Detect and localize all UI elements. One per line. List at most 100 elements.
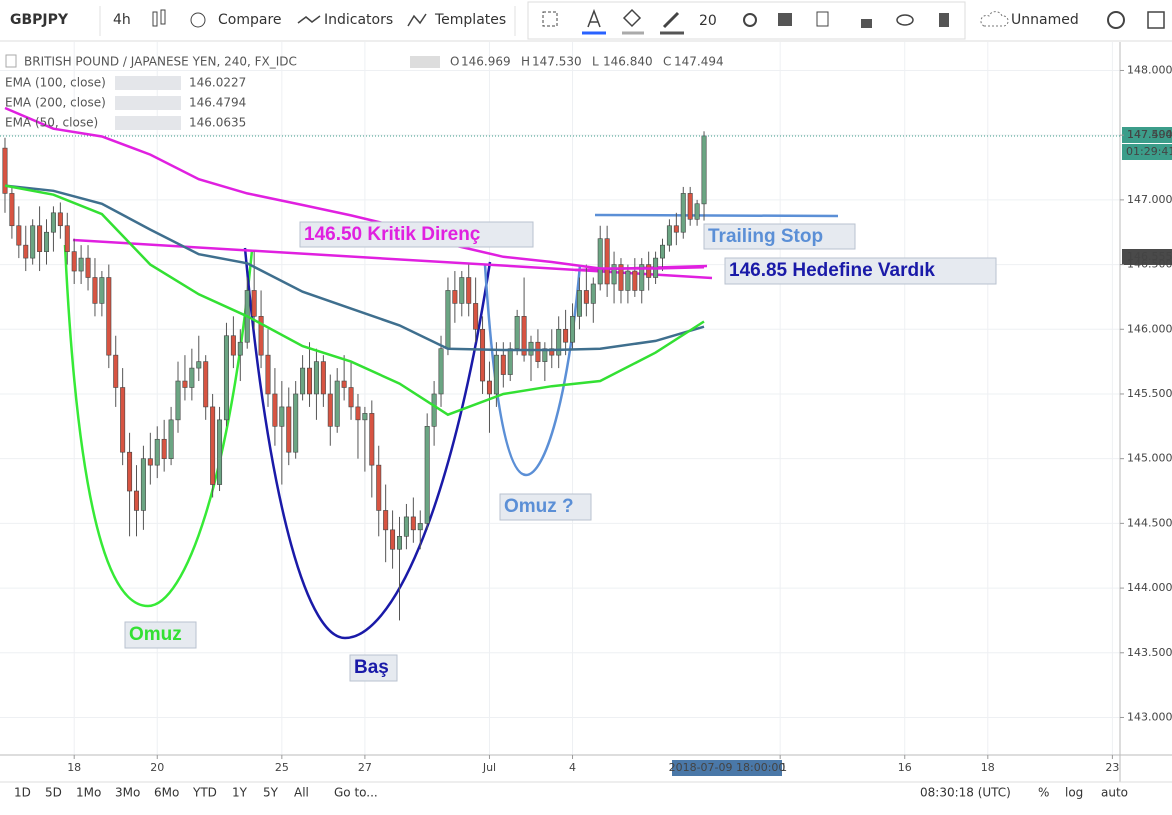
templates[interactable]: Templates <box>434 12 506 28</box>
candle-body <box>133 490 139 511</box>
compare[interactable]: Compare <box>218 12 282 28</box>
interval[interactable]: 4h <box>113 12 131 28</box>
candle-body <box>203 361 209 408</box>
templates-icon[interactable] <box>407 13 427 27</box>
candle-body <box>341 380 347 388</box>
candle-body <box>514 316 520 349</box>
candle-body <box>424 426 430 524</box>
indicator-buttons <box>115 116 181 130</box>
range-button[interactable]: 5Y <box>263 786 279 800</box>
compare-icon[interactable] <box>190 12 206 28</box>
range-button[interactable]: All <box>294 786 309 800</box>
candle-body <box>92 277 98 304</box>
fullscreen-icon[interactable] <box>1147 11 1165 29</box>
layer-icon[interactable] <box>778 13 792 26</box>
y-tick-label: 143.500 <box>1127 646 1172 659</box>
lock-icon[interactable] <box>861 19 872 28</box>
annotation-box <box>124 621 197 649</box>
select-icon[interactable] <box>542 11 558 27</box>
text-color-icon[interactable] <box>587 8 601 28</box>
candle-body <box>417 523 423 531</box>
candle-body <box>452 290 458 304</box>
symbol-icon <box>5 54 17 68</box>
y-tick-label: 144.500 <box>1127 516 1172 529</box>
range-button[interactable]: 1D <box>14 786 31 800</box>
candle-body <box>362 413 368 421</box>
ohlc-value: 147.494 <box>674 55 724 69</box>
range-button[interactable]: 3Mo <box>115 786 140 800</box>
ohlc-value: 146.840 <box>603 55 653 69</box>
x-tick-label: 16 <box>898 761 912 774</box>
range-button[interactable]: 5D <box>45 786 62 800</box>
candle-body <box>390 529 396 550</box>
chart-settings-icon[interactable] <box>1107 11 1125 29</box>
candle-body <box>590 283 596 304</box>
symbol[interactable]: GBPJPY <box>10 12 69 28</box>
chart-style-icon[interactable] <box>152 11 158 27</box>
goto[interactable]: Go to... <box>334 786 378 800</box>
range-button[interactable]: YTD <box>192 786 217 800</box>
candle-body <box>646 264 652 278</box>
candle-body <box>313 361 319 395</box>
ohlc-value: 147.530 <box>532 55 582 69</box>
last-price-box <box>1122 127 1172 143</box>
range-button[interactable]: 1Mo <box>76 786 101 800</box>
delete-icon[interactable] <box>939 13 949 27</box>
percent-toggle[interactable]: % <box>1038 786 1049 800</box>
cloud-icon[interactable] <box>980 11 1009 27</box>
indicators[interactable]: Indicators <box>324 12 393 28</box>
ohlc-key: O <box>450 55 459 69</box>
annotation: 146.50 Kritik Direnç <box>304 224 481 245</box>
log-toggle[interactable]: log <box>1065 786 1083 800</box>
candle-body <box>445 290 451 349</box>
font-size[interactable]: 20 <box>699 13 717 29</box>
annotation: 146.85 Hedefine Vardık <box>729 260 935 281</box>
candle-body <box>265 354 271 395</box>
visibility-icon[interactable] <box>896 14 914 26</box>
auto-toggle[interactable]: auto <box>1101 786 1128 800</box>
grid <box>0 42 1120 755</box>
candle-body <box>355 406 361 421</box>
series <box>0 106 1120 621</box>
legend-buttons[interactable] <box>410 56 440 68</box>
candle-body <box>2 147 8 194</box>
indicator-legend: EMA (100, close) 146.0227 EMA (200, close)… <box>5 76 246 130</box>
crosshair-time-label: 2018-07-09 18:00:00 <box>669 761 786 774</box>
countdown-box <box>1122 144 1172 160</box>
candle-body <box>210 406 216 485</box>
settings-icon[interactable] <box>743 13 757 27</box>
candle-body <box>272 393 278 427</box>
candle-body <box>189 367 195 388</box>
clone-icon[interactable] <box>816 11 829 27</box>
candle-body <box>16 225 22 246</box>
candle-body <box>50 212 56 233</box>
layout-name[interactable]: Unnamed <box>1011 12 1079 28</box>
candle-body <box>576 290 582 317</box>
candle-body <box>182 380 188 388</box>
ohlc-key: H <box>521 55 530 69</box>
y-tick-label: 143.000 <box>1127 710 1172 723</box>
chart-style-icon[interactable] <box>160 9 166 25</box>
clock: 08:30:18 (UTC) <box>920 786 1011 800</box>
fill-icon[interactable] <box>622 8 642 28</box>
candle-body <box>383 510 389 531</box>
annotation: Omuz ? <box>504 496 574 517</box>
range-button[interactable]: 1Y <box>232 786 248 800</box>
candle-body <box>230 335 236 356</box>
x-tick-label: 20 <box>150 761 164 774</box>
range-button[interactable]: 6Mo <box>154 786 179 800</box>
candle-body <box>64 225 70 252</box>
ema-line <box>4 184 705 352</box>
candle-body <box>431 393 437 427</box>
annotation: Baş <box>354 657 389 678</box>
candle-body <box>147 458 153 466</box>
candle-body <box>570 316 576 343</box>
y-tick-label: 145.500 <box>1127 387 1172 400</box>
candle-body <box>369 413 375 466</box>
line-icon[interactable] <box>662 11 680 29</box>
indicators-icon[interactable] <box>297 15 321 24</box>
ohlc-value: 146.969 <box>461 55 511 69</box>
candle-body <box>694 203 700 220</box>
candle-body <box>237 341 243 356</box>
candle-body <box>99 277 105 304</box>
